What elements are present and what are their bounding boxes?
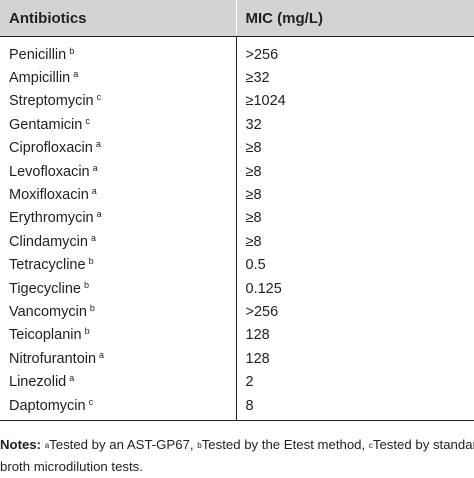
note-mark-c: c xyxy=(368,441,373,450)
footnote-mark: b xyxy=(84,326,90,337)
mic-value: ≥8 xyxy=(235,206,474,231)
antibiotic-cell: Streptomycin c xyxy=(0,90,236,113)
antibiotic-cell: Tetracycline b xyxy=(0,254,236,277)
antibiotic-cell: Gentamicin c xyxy=(0,113,236,136)
footnote-mark: b xyxy=(88,256,94,267)
header-row: Antibiotics MIC (mg/L) xyxy=(0,0,474,37)
table-notes: Notes: aTested by an AST-GP67, bTested b… xyxy=(0,434,474,478)
footnote-mark: a xyxy=(73,69,79,80)
footnote-mark: c xyxy=(85,115,90,126)
footnote-mark: a xyxy=(91,186,97,197)
antibiotic-name: Clindamycin xyxy=(9,233,88,250)
antibiotic-name: Nitrofurantoin xyxy=(9,350,97,367)
antibiotic-name: Linezolid xyxy=(9,374,67,391)
mic-value: 2 xyxy=(235,370,474,394)
table-row: Nitrofurantoin a 128 xyxy=(0,347,474,371)
antibiotic-name: Streptomycin xyxy=(9,93,94,110)
footnote-mark: b xyxy=(69,45,75,56)
antibiotic-cell: Ciprofloxacin a xyxy=(0,137,236,160)
antibiotic-cell: Nitrofurantoin a xyxy=(0,347,236,370)
notes-line-1: Notes: aTested by an AST-GP67, bTested b… xyxy=(0,434,474,456)
antibiotic-name: Penicillin xyxy=(9,46,67,63)
antibiotic-name: Erythromycin xyxy=(9,210,94,227)
note-mark-b: b xyxy=(197,441,202,450)
table-row: Ciprofloxacin a ≥8 xyxy=(0,136,474,160)
table-row: Clindamycin a ≥8 xyxy=(0,230,474,254)
antibiotic-name: Tetracycline xyxy=(9,257,86,274)
table-row: Penicillin b >256 xyxy=(0,36,474,67)
table-row: Erythromycin a ≥8 xyxy=(0,206,474,231)
mic-value: >256 xyxy=(235,36,474,67)
mic-value: 128 xyxy=(235,347,474,371)
mic-value: ≥1024 xyxy=(235,89,474,114)
mic-value: 0.5 xyxy=(235,253,474,277)
footnote-mark: a xyxy=(96,209,102,220)
antibiotic-cell: Erythromycin a xyxy=(0,207,236,230)
notes-label: Notes: xyxy=(0,437,42,452)
antibiotic-name: Gentamicin xyxy=(9,116,83,133)
footnote-mark: b xyxy=(84,279,90,290)
antibiotic-name: Teicoplanin xyxy=(9,327,82,344)
table-row: Daptomycin c 8 xyxy=(0,393,474,422)
antibiotic-name: Ciprofloxacin xyxy=(9,140,93,157)
mic-value: 0.125 xyxy=(235,276,474,301)
antibiotic-cell: Moxifloxacin a xyxy=(0,183,236,206)
table-row: Streptomycin c ≥1024 xyxy=(0,89,474,114)
table-row: Tigecycline b 0.125 xyxy=(0,276,474,301)
antibiotic-name: Daptomycin xyxy=(9,397,86,414)
table-row: Ampicillin a ≥32 xyxy=(0,66,474,90)
antibiotics-table-container: Antibiotics MIC (mg/L) Penicillin b >256 Am… xyxy=(0,0,474,422)
mic-value: ≥8 xyxy=(235,136,474,160)
mic-value: ≥8 xyxy=(235,159,474,184)
footnote-mark: b xyxy=(89,302,95,313)
mic-value: 32 xyxy=(235,113,474,137)
antibiotic-cell: Vancomycin b xyxy=(0,300,236,323)
antibiotic-name: Vancomycin xyxy=(9,303,87,320)
antibiotic-name: Tigecycline xyxy=(9,280,81,297)
table-row: Moxifloxacin a ≥8 xyxy=(0,183,474,207)
note-text-a: Tested by an AST-GP67, xyxy=(49,437,194,452)
footnote-mark: a xyxy=(69,373,75,384)
table-body: Penicillin b >256 Ampicillin a ≥32 Streptomyci… xyxy=(0,36,474,422)
notes-line-2: broth microdilution tests. xyxy=(0,459,143,474)
table-row: Levofloxacin a ≥8 xyxy=(0,159,474,184)
header-antibiotics: Antibiotics xyxy=(0,0,236,37)
mic-value: >256 xyxy=(235,300,474,324)
antibiotic-cell: Tigecycline b xyxy=(0,277,236,300)
table-header: Antibiotics MIC (mg/L) xyxy=(0,0,474,37)
footnote-mark: a xyxy=(92,162,98,173)
mic-value: 8 xyxy=(235,393,474,422)
footnote-mark: c xyxy=(88,396,94,407)
antibiotic-cell: Penicillin b xyxy=(0,37,236,67)
antibiotic-name: Levofloxacin xyxy=(9,163,90,180)
antibiotic-cell: Ampicillin a xyxy=(0,66,236,89)
antibiotic-cell: Levofloxacin a xyxy=(0,160,236,183)
antibiotic-cell: Daptomycin c xyxy=(0,393,236,422)
antibiotic-cell: Linezolid a xyxy=(0,370,236,393)
mic-value: 128 xyxy=(235,323,474,348)
antibiotic-cell: Teicoplanin b xyxy=(0,324,236,347)
footnote-mark: a xyxy=(99,349,105,360)
mic-value: ≥8 xyxy=(235,183,474,207)
note-mark-a: a xyxy=(44,441,50,450)
table-row: Teicoplanin b 128 xyxy=(0,323,474,348)
footnote-mark: a xyxy=(90,232,96,243)
note-text-c: Tested by standard xyxy=(372,437,474,452)
mic-table: Antibiotics MIC (mg/L) Penicillin b >256 Am… xyxy=(0,0,474,422)
antibiotic-name: Moxifloxacin xyxy=(9,187,89,204)
table-row: Tetracycline b 0.5 xyxy=(0,253,474,277)
header-mic: MIC (mg/L) xyxy=(235,0,474,37)
note-text-b: Tested by the Etest method, xyxy=(201,437,366,452)
table-row: Gentamicin c 32 xyxy=(0,113,474,137)
mic-value: ≥8 xyxy=(235,230,474,254)
table-row: Linezolid a 2 xyxy=(0,370,474,394)
mic-value: ≥32 xyxy=(235,66,474,90)
footnote-mark: a xyxy=(95,139,101,150)
antibiotic-cell: Clindamycin a xyxy=(0,230,236,253)
footnote-mark: c xyxy=(96,92,102,103)
table-row: Vancomycin b >256 xyxy=(0,300,474,324)
antibiotic-name: Ampicillin xyxy=(9,70,71,87)
